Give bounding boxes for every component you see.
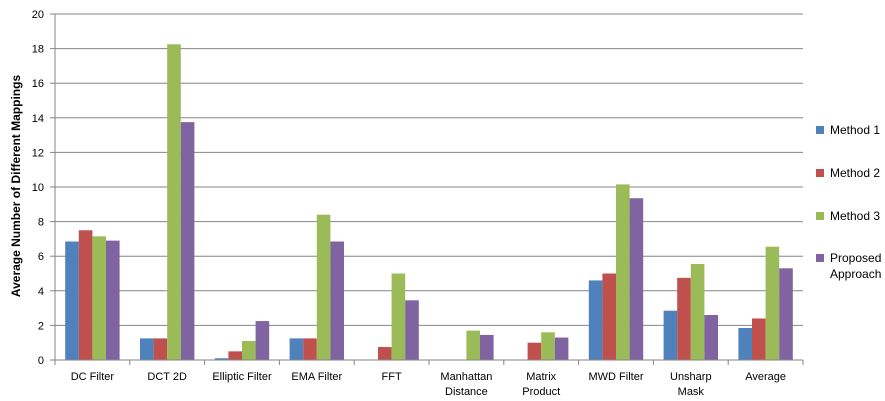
bar [677, 277, 691, 360]
category-label: Matrix [526, 371, 556, 383]
bar [541, 332, 555, 360]
category-label: DCT 2D [147, 371, 187, 383]
category-label: Product [522, 386, 560, 398]
bar [588, 280, 603, 360]
y-tick-label: 8 [38, 217, 44, 229]
bar [106, 240, 120, 360]
category-label: Average [745, 371, 786, 383]
bar [554, 337, 569, 360]
bar [738, 327, 752, 360]
bar [140, 338, 154, 360]
bar [616, 184, 630, 360]
bar [602, 273, 616, 360]
bar [78, 230, 93, 360]
legend-swatch [816, 169, 824, 177]
y-tick-label: 2 [38, 320, 44, 332]
y-tick-label: 16 [32, 78, 44, 90]
bar [303, 338, 317, 360]
bar [466, 330, 480, 360]
y-axis-label: Average Number of Different Mappings [9, 75, 23, 298]
y-tick-label: 10 [32, 182, 44, 194]
bar [391, 273, 406, 360]
legend-label: Proposed [830, 251, 881, 265]
bar [214, 358, 229, 360]
y-tick-label: 4 [38, 286, 44, 298]
legend-label: Method 1 [830, 123, 880, 137]
bar [765, 246, 780, 360]
bar [704, 315, 718, 360]
bar [480, 334, 494, 360]
category-label: EMA Filter [291, 371, 342, 383]
bars [65, 44, 793, 361]
bar [752, 318, 766, 360]
bar [316, 214, 331, 360]
y-tick-label: 0 [38, 355, 44, 367]
bar [629, 198, 644, 360]
bar [167, 44, 181, 361]
bar [92, 236, 106, 360]
bar [690, 263, 705, 360]
bar [255, 321, 270, 360]
category-label: MWD Filter [589, 371, 644, 383]
category-labels: DC Filter DCT 2D Elliptic Filter EMA Filter… [71, 371, 786, 398]
legend-swatch [816, 212, 824, 220]
bar [330, 241, 344, 360]
y-tick-label: 14 [32, 113, 44, 125]
legend-label: Approach [830, 267, 881, 281]
legend-label: Method 2 [830, 166, 880, 180]
category-label: Manhattan [440, 371, 492, 383]
bar [289, 338, 304, 360]
y-tick-label: 18 [32, 44, 44, 56]
bar [228, 351, 242, 360]
legend-swatch [816, 126, 824, 134]
bar [378, 347, 392, 360]
y-tick-label: 12 [32, 147, 44, 159]
bar [153, 338, 168, 360]
bar [405, 300, 419, 360]
category-label: Mask [678, 386, 705, 398]
legend-swatch [816, 254, 824, 262]
category-label: Distance [445, 386, 488, 398]
category-label: DC Filter [71, 371, 115, 383]
bar [527, 342, 542, 360]
bar [180, 122, 195, 360]
bar [663, 310, 678, 360]
bar [779, 268, 793, 360]
legend: Method 1 Method 2 Method 3 Proposed Approach [816, 123, 881, 281]
y-tick-labels: 0 2 4 6 8 10 12 14 16 18 20 [32, 9, 44, 367]
category-label: FFT [382, 371, 402, 383]
category-label: Unsharp [670, 371, 712, 383]
y-tick-label: 20 [32, 9, 44, 21]
y-tick-label: 6 [38, 251, 44, 263]
legend-label: Method 3 [830, 209, 880, 223]
category-label: Elliptic Filter [212, 371, 272, 383]
bar [242, 340, 256, 360]
bar [65, 241, 79, 360]
axes [50, 13, 804, 365]
